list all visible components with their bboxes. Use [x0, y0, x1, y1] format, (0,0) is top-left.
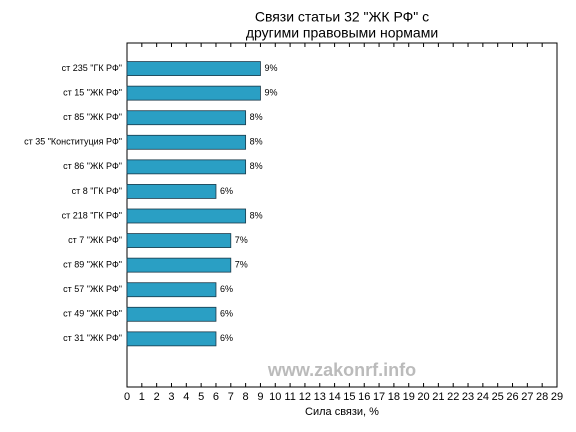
chart-title: другими правовыми нормами: [246, 25, 438, 41]
y-tick-label: ст 8 "ГК РФ": [72, 186, 122, 196]
x-tick-label: 1: [139, 391, 145, 403]
x-tick-label: 28: [536, 391, 548, 403]
data-label: 9%: [264, 63, 277, 73]
data-label: 6%: [220, 333, 233, 343]
x-tick-label: 7: [228, 391, 234, 403]
bar: [126, 85, 261, 101]
x-tick-label: 24: [477, 391, 489, 403]
x-tick-label: 12: [299, 391, 311, 403]
data-label: 8%: [250, 210, 263, 220]
bar: [126, 331, 217, 347]
bar: [126, 257, 232, 273]
y-tick-label: ст 218 "ГК РФ": [62, 210, 122, 220]
data-label: 6%: [220, 309, 233, 319]
x-tick-label: 21: [432, 391, 444, 403]
bar: [126, 184, 217, 199]
x-tick-label: 25: [492, 391, 504, 403]
data-label: 8%: [250, 112, 263, 122]
bar: [126, 233, 232, 248]
x-tick-label: 3: [168, 391, 174, 403]
x-tick-label: 10: [269, 391, 281, 403]
x-tick-label: 20: [417, 391, 429, 403]
y-tick-label: ст 89 "ЖК РФ": [63, 260, 122, 270]
x-tick-label: 2: [154, 391, 160, 403]
data-label: 7%: [235, 260, 248, 270]
y-tick-label: ст 235 "ГК РФ": [62, 63, 122, 73]
x-tick-label: 9: [257, 391, 263, 403]
x-tick-label: 6: [213, 391, 219, 403]
y-tick-label: ст 7 "ЖК РФ": [68, 235, 122, 245]
x-tick-label: 4: [183, 391, 189, 403]
y-tick-label: ст 85 "ЖК РФ": [63, 112, 122, 122]
x-tick-label: 27: [521, 391, 533, 403]
bar: [126, 110, 247, 126]
data-label: 9%: [264, 88, 277, 98]
bar: [126, 208, 247, 224]
y-tick-label: ст 49 "ЖК РФ": [63, 309, 122, 319]
data-label: 7%: [235, 235, 248, 245]
x-tick-label: 26: [506, 391, 518, 403]
y-tick-label: ст 15 "ЖК РФ": [63, 88, 122, 98]
bar: [126, 134, 247, 150]
watermark: www.zakonrf.info: [267, 360, 416, 380]
y-tick-label: ст 86 "ЖК РФ": [63, 161, 122, 171]
x-tick-label: 22: [447, 391, 459, 403]
data-label: 6%: [220, 284, 233, 294]
x-tick-label: 19: [403, 391, 415, 403]
x-tick-label: 29: [551, 391, 563, 403]
y-tick-label: ст 57 "ЖК РФ": [63, 284, 122, 294]
x-tick-label: 16: [358, 391, 370, 403]
x-tick-label: 15: [343, 391, 355, 403]
bar: [126, 306, 217, 322]
bar: [126, 61, 261, 76]
x-tick-label: 23: [462, 391, 474, 403]
data-label: 6%: [220, 186, 233, 196]
x-tick-label: 11: [284, 391, 295, 403]
x-tick-label: 13: [314, 391, 326, 403]
x-axis-label: Сила связи, %: [305, 406, 379, 418]
data-label: 8%: [250, 161, 263, 171]
y-tick-label: ст 31 "ЖК РФ": [63, 333, 122, 343]
x-tick-label: 8: [243, 391, 249, 403]
bar: [126, 282, 217, 298]
chart-title: Связи статьи 32 "ЖК РФ" с: [255, 9, 429, 25]
x-tick-label: 0: [124, 391, 130, 403]
x-tick-label: 5: [198, 391, 204, 403]
bar: [126, 159, 247, 175]
x-tick-label: 17: [373, 391, 385, 403]
x-tick-label: 18: [388, 391, 400, 403]
x-tick-label: 14: [328, 391, 340, 403]
y-tick-label: ст 35 "Конституция РФ": [24, 137, 122, 147]
data-label: 8%: [250, 137, 263, 147]
